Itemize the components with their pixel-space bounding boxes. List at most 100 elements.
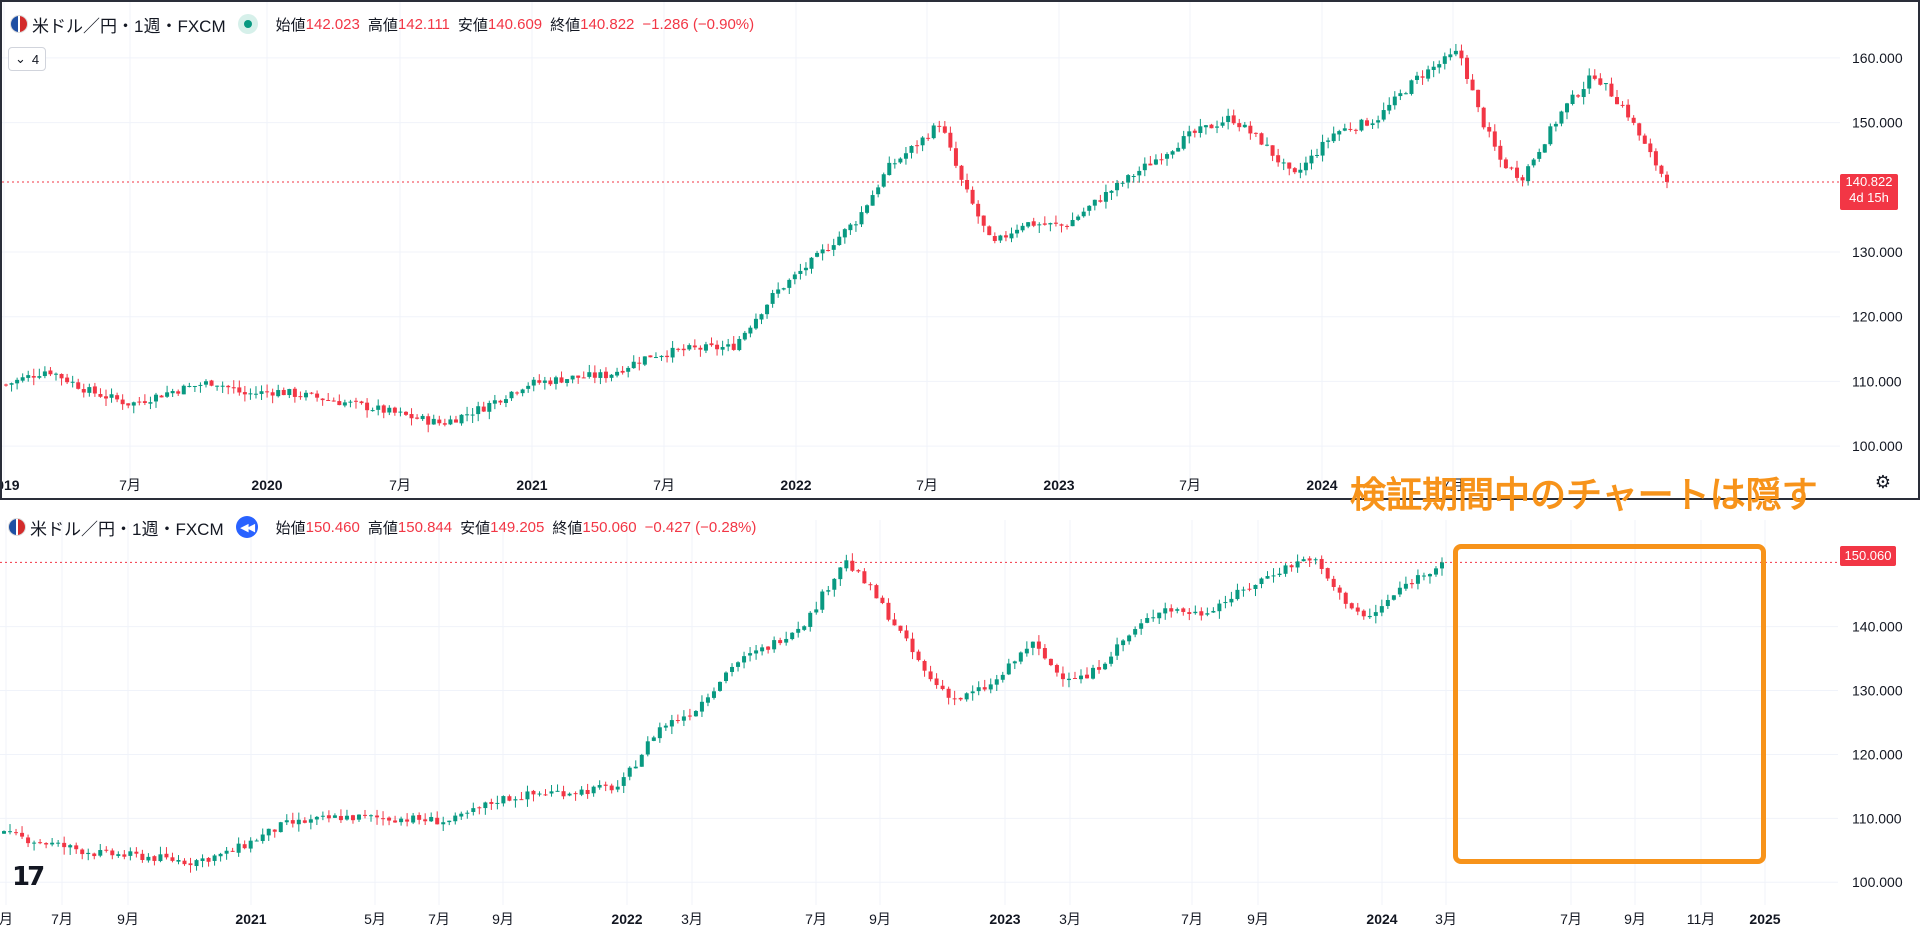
candle-body: [1054, 665, 1059, 673]
candle-body: [796, 628, 801, 633]
candle-body: [507, 796, 512, 801]
candle-body: [1397, 587, 1402, 595]
candle-body: [220, 385, 225, 387]
candle-body: [1637, 123, 1642, 136]
candle-body: [1271, 575, 1276, 577]
candle-body: [492, 400, 497, 404]
x-tick-label: 9月: [1247, 911, 1269, 927]
candle-body: [1520, 177, 1525, 181]
candle-body: [278, 822, 283, 833]
candle-body: [270, 392, 275, 396]
candle-body: [411, 815, 416, 823]
candle-body: [44, 843, 49, 845]
candle-body: [1115, 644, 1120, 656]
candle-body: [1355, 607, 1360, 612]
candle-body: [934, 678, 939, 686]
candle-body: [387, 817, 392, 821]
candle-body: [359, 401, 364, 404]
candle-body: [717, 681, 722, 691]
candle-body: [948, 132, 953, 148]
candle-body: [874, 585, 879, 599]
candle-body: [998, 235, 1003, 241]
candle-body: [865, 205, 870, 213]
candle-body: [856, 570, 861, 572]
bottom-chart-pane[interactable]: 140.000 130.000 120.000 110.000 100.000 月 7月 9月…: [0, 500, 1920, 937]
symbol-title[interactable]: 米ドル／円・1週・FXCM: [32, 16, 226, 36]
market-status-icon[interactable]: [237, 14, 258, 34]
candle-body: [853, 224, 858, 226]
candle-body: [726, 344, 731, 347]
candle-body: [1131, 176, 1136, 178]
tradingview-logo-icon[interactable]: 17: [12, 862, 45, 892]
candle-body: [709, 343, 714, 346]
candle-body: [290, 820, 295, 824]
symbol-title[interactable]: 米ドル／円・1週・FXCM: [30, 519, 224, 539]
candle-body: [1331, 133, 1336, 142]
candle-body: [953, 148, 958, 166]
candle-body: [976, 687, 981, 692]
candle-body: [1081, 211, 1086, 217]
candle-body: [1265, 144, 1270, 146]
candle-body: [1342, 128, 1347, 131]
x-tick-label: 3月: [1435, 911, 1457, 927]
x-tick-label: 5月: [364, 911, 386, 927]
replay-rewind-icon[interactable]: ◀◀: [235, 516, 258, 538]
candle-body: [657, 727, 662, 739]
candle-body: [559, 377, 564, 383]
top-legend: 米ドル／円・1週・FXCM 始値 142.023 高値 142.111 安値 1…: [10, 12, 754, 36]
top-chart-pane[interactable]: 160.000 150.000 130.000 120.000 110.000 100.0…: [0, 0, 1920, 500]
indicators-toggle-button[interactable]: ⌄ 4: [8, 47, 47, 71]
x-tick-label: 9月: [117, 911, 139, 927]
candle-body: [567, 793, 572, 796]
candle-body: [1531, 159, 1536, 166]
candle-body: [1211, 610, 1216, 613]
candle-body: [631, 361, 636, 369]
candle-body: [982, 687, 987, 690]
candle-body: [230, 850, 235, 852]
candle-body: [1537, 151, 1542, 159]
high-value: 142.111: [397, 15, 450, 33]
candle-body: [965, 180, 970, 190]
candle-body: [315, 393, 320, 398]
candle-body: [104, 849, 109, 851]
candle-body: [8, 831, 13, 833]
candle-body: [198, 384, 203, 386]
candle-body: [1170, 151, 1175, 155]
candle-body: [515, 392, 520, 394]
candle-body: [1376, 120, 1381, 123]
candle-body: [399, 818, 404, 823]
chart-settings-gear-icon[interactable]: ⚙: [1874, 472, 1892, 492]
x-tick-label: 7月: [1442, 477, 1464, 493]
bottom-chart-canvas[interactable]: 140.000 130.000 120.000 110.000 100.000 月 7月 9月…: [0, 500, 1920, 937]
candle-body: [859, 212, 864, 225]
candle-body: [1565, 103, 1570, 113]
candle-body: [302, 820, 307, 823]
candle-body: [126, 403, 131, 406]
candle-body: [1070, 219, 1075, 227]
candle-body: [429, 816, 434, 822]
chevron-down-icon: ⌄: [15, 51, 26, 66]
candle-body: [898, 158, 903, 163]
candle-body: [1398, 93, 1403, 97]
candle-body: [1503, 159, 1508, 169]
candle-body: [281, 389, 286, 396]
candle-body: [1198, 126, 1203, 134]
candle-body: [1231, 115, 1236, 124]
x-tick-label: 7月: [389, 477, 411, 493]
x-tick-label: 2019: [2, 477, 20, 493]
candle-body: [1609, 83, 1614, 97]
candle-body: [937, 125, 942, 127]
candle-body: [1259, 133, 1264, 145]
candle-body: [898, 625, 903, 631]
candle-body: [1109, 190, 1114, 193]
candle-body: [808, 612, 813, 627]
candle-body: [1181, 136, 1186, 149]
candle-body: [331, 400, 336, 402]
candle-body: [308, 819, 313, 823]
candle-body: [513, 799, 518, 801]
candle-body: [332, 815, 337, 818]
candle-body: [920, 137, 925, 146]
top-chart-canvas[interactable]: 160.000 150.000 130.000 120.000 110.000 100.0…: [2, 2, 1918, 498]
x-tick-label: 7月: [1560, 911, 1582, 927]
last-price-badge: 140.822 4d 15h: [1840, 174, 1898, 210]
